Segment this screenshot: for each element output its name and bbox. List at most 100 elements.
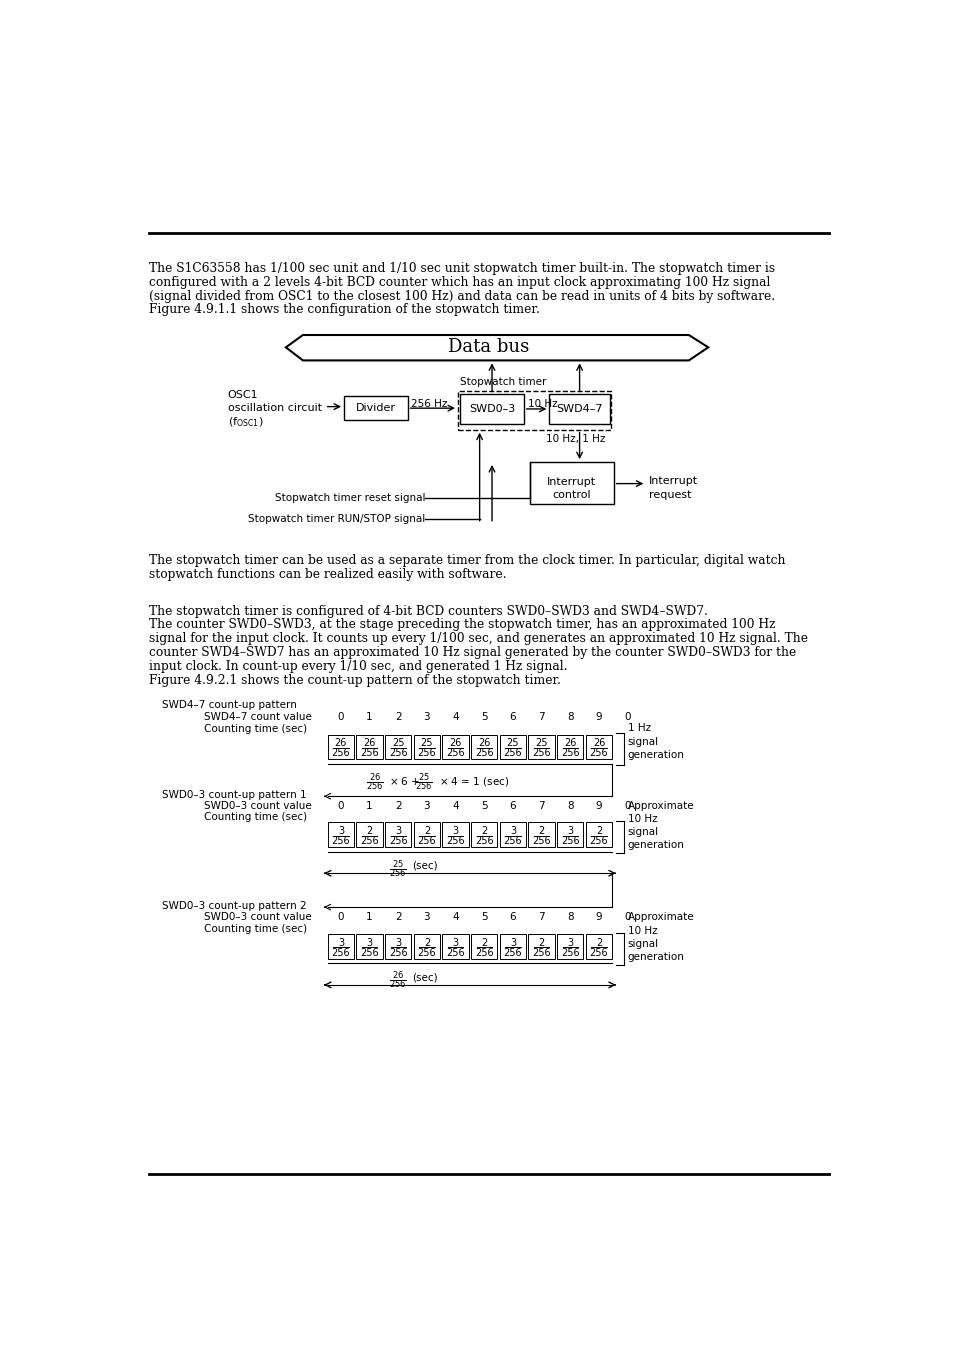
Text: 256: 256: [589, 948, 608, 958]
Text: 256: 256: [389, 948, 407, 958]
Text: The S1C63558 has 1/100 sec unit and 1/10 sec unit stopwatch timer built-in. The : The S1C63558 has 1/100 sec unit and 1/10…: [149, 262, 774, 275]
Text: 256: 256: [446, 948, 464, 958]
Text: Counting time (sec): Counting time (sec): [204, 925, 307, 934]
Text: 2: 2: [596, 938, 601, 948]
Text: 3: 3: [337, 938, 344, 948]
Bar: [471, 934, 497, 958]
Text: OSC1: OSC1: [228, 390, 258, 399]
Text: Figure 4.9.2.1 shows the count-up pattern of the stopwatch timer.: Figure 4.9.2.1 shows the count-up patter…: [149, 674, 560, 687]
Text: 3: 3: [509, 938, 516, 948]
Bar: [356, 934, 382, 958]
Text: SWD4–7 count value: SWD4–7 count value: [204, 712, 312, 723]
Bar: [585, 735, 612, 759]
Text: 10 Hz: 10 Hz: [528, 399, 558, 408]
Text: 256: 256: [360, 836, 378, 847]
Text: 1: 1: [366, 712, 373, 721]
Bar: [414, 735, 439, 759]
Text: 256: 256: [532, 948, 551, 958]
Text: Interrupt
request: Interrupt request: [648, 476, 697, 500]
Bar: [385, 822, 411, 847]
Bar: [528, 822, 555, 847]
Text: 1: 1: [366, 911, 373, 922]
Text: SWD4–7 count-up pattern: SWD4–7 count-up pattern: [162, 700, 296, 710]
Text: stopwatch functions can be realized easily with software.: stopwatch functions can be realized easi…: [149, 569, 506, 581]
Text: 0: 0: [624, 911, 630, 922]
Text: 256: 256: [475, 748, 493, 759]
Bar: [328, 822, 354, 847]
Text: 3: 3: [395, 938, 401, 948]
Text: 26: 26: [592, 739, 604, 748]
Text: (sec): (sec): [412, 861, 437, 871]
Text: The counter SWD0–SWD3, at the stage preceding the stopwatch timer, has an approx: The counter SWD0–SWD3, at the stage prec…: [149, 619, 775, 631]
Text: 25: 25: [535, 739, 547, 748]
Text: 0: 0: [624, 712, 630, 721]
Text: 256: 256: [589, 836, 608, 847]
Text: 2: 2: [395, 911, 401, 922]
Text: 6: 6: [509, 911, 516, 922]
Text: 256: 256: [589, 748, 608, 759]
Text: 3: 3: [366, 938, 373, 948]
Text: 2: 2: [423, 826, 430, 836]
Text: 256: 256: [360, 948, 378, 958]
Text: 2: 2: [366, 826, 373, 836]
Text: SWD4–7: SWD4–7: [556, 404, 602, 414]
Text: $\frac{26}{256}$: $\frac{26}{256}$: [389, 969, 407, 991]
Text: Figure 4.9.1.1 shows the configuration of the stopwatch timer.: Figure 4.9.1.1 shows the configuration o…: [149, 303, 538, 317]
Text: 5: 5: [480, 712, 487, 721]
Text: 4: 4: [452, 712, 458, 721]
Text: 256: 256: [503, 748, 521, 759]
Text: $\times$ 6 +: $\times$ 6 +: [389, 775, 420, 787]
Bar: [530, 462, 613, 504]
Text: 9: 9: [595, 801, 601, 811]
Text: 8: 8: [566, 801, 573, 811]
Text: configured with a 2 levels 4-bit BCD counter which has an input clock approximat: configured with a 2 levels 4-bit BCD cou…: [149, 276, 769, 288]
Text: Interrupt: Interrupt: [547, 477, 596, 488]
Text: counter SWD4–SWD7 has an approximated 10 Hz signal generated by the counter SWD0: counter SWD4–SWD7 has an approximated 10…: [149, 646, 795, 659]
Text: 3: 3: [337, 826, 344, 836]
Polygon shape: [286, 336, 707, 360]
Text: (f$_{\rm OSC1}$): (f$_{\rm OSC1}$): [228, 417, 263, 430]
Bar: [557, 735, 583, 759]
Text: 256: 256: [475, 836, 493, 847]
Bar: [328, 934, 354, 958]
Text: 256: 256: [532, 836, 551, 847]
Bar: [385, 735, 411, 759]
Text: 256: 256: [389, 748, 407, 759]
Text: 5: 5: [480, 801, 487, 811]
Text: 256: 256: [503, 836, 521, 847]
Text: 3: 3: [423, 911, 430, 922]
Text: (sec): (sec): [412, 972, 437, 983]
Bar: [499, 822, 525, 847]
Text: 256: 256: [446, 836, 464, 847]
Text: 9: 9: [595, 911, 601, 922]
Text: 0: 0: [337, 801, 344, 811]
Text: 6: 6: [509, 712, 516, 721]
Bar: [528, 735, 555, 759]
Text: 256: 256: [560, 948, 579, 958]
Text: Stopwatch timer reset signal: Stopwatch timer reset signal: [274, 493, 425, 503]
Text: 7: 7: [537, 712, 544, 721]
Bar: [356, 735, 382, 759]
Text: 3: 3: [423, 712, 430, 721]
Bar: [499, 934, 525, 958]
Bar: [499, 735, 525, 759]
Text: 3: 3: [452, 938, 458, 948]
Text: 256: 256: [417, 748, 436, 759]
Text: Approximate
10 Hz
signal
generation: Approximate 10 Hz signal generation: [627, 913, 694, 962]
Text: 26: 26: [363, 739, 375, 748]
Text: Counting time (sec): Counting time (sec): [204, 724, 307, 733]
Text: SWD0–3 count value: SWD0–3 count value: [204, 911, 312, 922]
Bar: [442, 934, 468, 958]
Text: The stopwatch timer can be used as a separate timer from the clock timer. In par: The stopwatch timer can be used as a sep…: [149, 554, 784, 568]
Text: 2: 2: [395, 801, 401, 811]
Bar: [549, 395, 609, 423]
Text: control: control: [552, 489, 591, 500]
Text: 256: 256: [446, 748, 464, 759]
Text: 26: 26: [335, 739, 347, 748]
Bar: [528, 934, 555, 958]
Text: 7: 7: [537, 911, 544, 922]
Text: 256: 256: [389, 836, 407, 847]
Text: 0: 0: [337, 712, 344, 721]
Text: 25: 25: [392, 739, 404, 748]
Text: 10 Hz, 1 Hz: 10 Hz, 1 Hz: [545, 434, 604, 443]
